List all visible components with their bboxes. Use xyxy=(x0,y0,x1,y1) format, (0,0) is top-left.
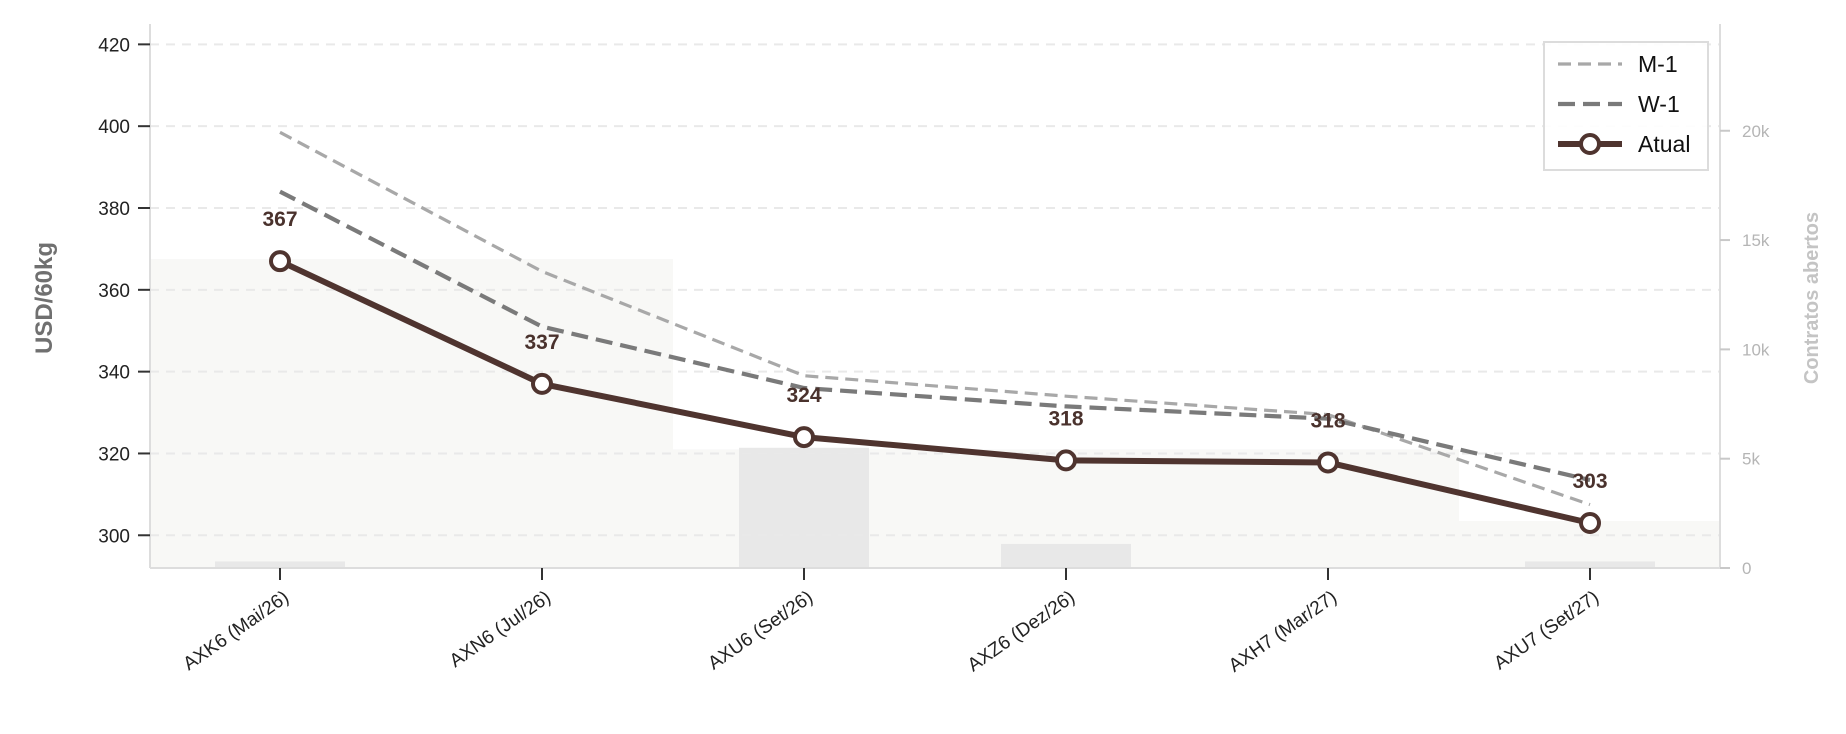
y-tick-label-2: 320 xyxy=(98,444,130,465)
x-tick-label-4: AXZ6 (Dez/26) xyxy=(964,587,1079,676)
y2-axis-title: Contratos abertos xyxy=(1801,212,1823,384)
legend-label-m-1: M-1 xyxy=(1638,51,1678,77)
y2-tick-label-1: 0 xyxy=(1742,559,1751,578)
x-tick-label-2: AXN6 (Jul/26) xyxy=(446,587,555,672)
data-label-5: 318 xyxy=(1310,409,1345,432)
legend-marker-atual xyxy=(1579,133,1601,155)
open-interest-bar-1 xyxy=(215,561,345,568)
y2-tick-label-4: 15k xyxy=(1742,231,1770,250)
legend-label-atual: Atual xyxy=(1638,131,1690,157)
y-tick-label-6: 400 xyxy=(98,117,130,138)
data-label-1: 367 xyxy=(262,208,297,231)
open-interest-bars xyxy=(215,447,1655,568)
legend[interactable]: M-1 W-1 Atual xyxy=(1543,41,1709,171)
open-interest-bar-3 xyxy=(739,447,869,568)
y-axis-title: USD/60kg xyxy=(31,242,58,354)
data-label-3: 324 xyxy=(786,384,821,407)
y-tick-label-3: 340 xyxy=(98,363,130,384)
atual-point-4 xyxy=(1055,449,1077,472)
plot-area-fill xyxy=(150,259,1720,568)
x-tick-label-3: AXU6 (Set/26) xyxy=(704,587,816,674)
plot-background xyxy=(150,259,1720,568)
y2-tick-label-3: 10k xyxy=(1742,340,1770,359)
y2-tick-label-5: 20k xyxy=(1742,122,1770,141)
y2-tick-label-2: 5k xyxy=(1742,450,1760,469)
atual-point-1 xyxy=(269,250,291,273)
x-tick-label-1: AXK6 (Mai/26) xyxy=(180,587,293,675)
y-tick-label-5: 380 xyxy=(98,199,130,220)
x-tick-label-6: AXU7 (Set/27) xyxy=(1490,587,1602,674)
y-tick-label-1: 300 xyxy=(98,526,130,547)
atual-point-5 xyxy=(1317,451,1339,474)
data-label-4: 318 xyxy=(1048,407,1083,430)
data-labels: 367 337 324 318 318 303 xyxy=(262,208,1607,493)
data-label-6: 303 xyxy=(1572,470,1607,493)
series-line-w-1 xyxy=(279,189,1591,483)
y-tick-label-7: 420 xyxy=(98,35,130,56)
open-interest-bar-6 xyxy=(1525,561,1655,568)
grid-lines xyxy=(150,43,1720,537)
series-line-atual xyxy=(278,258,1591,526)
atual-point-2 xyxy=(531,372,553,395)
atual-point-6 xyxy=(1579,512,1601,534)
series-lines xyxy=(269,130,1601,534)
open-interest-bar-4 xyxy=(1001,543,1131,568)
x-tick-label-5: AXH7 (Mar/27) xyxy=(1225,587,1341,677)
legend-label-w-1: W-1 xyxy=(1638,91,1680,117)
data-label-2: 337 xyxy=(524,331,559,354)
y-tick-label-4: 360 xyxy=(98,281,130,302)
atual-point-3 xyxy=(793,426,815,449)
